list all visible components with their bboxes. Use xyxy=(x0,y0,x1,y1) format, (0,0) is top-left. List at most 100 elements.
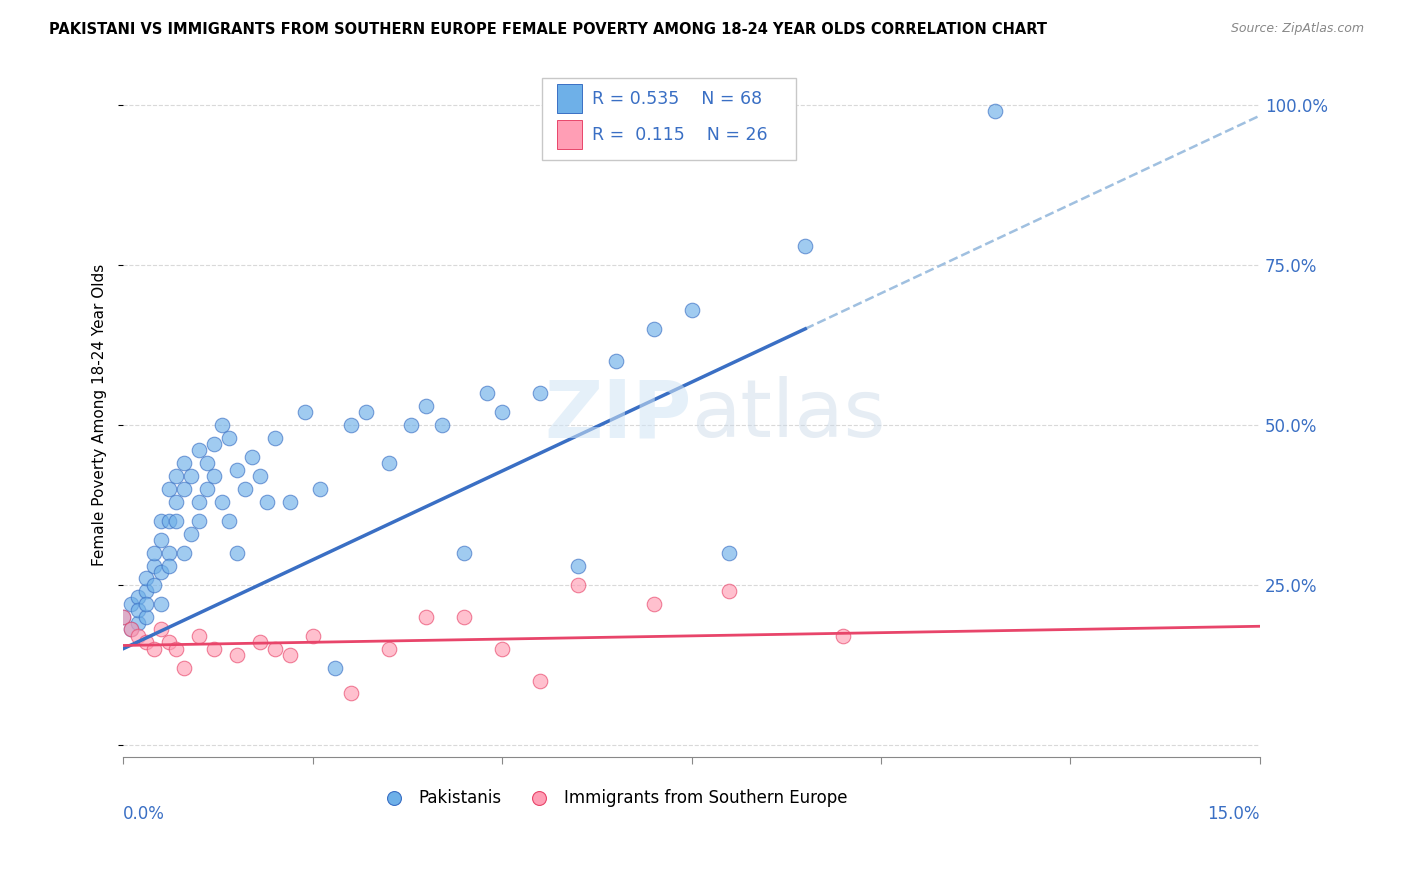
Point xyxy=(127,629,149,643)
Legend: Pakistanis, Immigrants from Southern Europe: Pakistanis, Immigrants from Southern Eur… xyxy=(370,783,853,814)
Point xyxy=(188,494,211,508)
Point xyxy=(249,469,271,483)
Point xyxy=(718,546,741,560)
Point xyxy=(202,641,225,656)
Point xyxy=(263,641,285,656)
Point xyxy=(165,469,187,483)
Point xyxy=(142,577,165,591)
Point xyxy=(643,322,665,336)
Y-axis label: Female Poverty Among 18-24 Year Olds: Female Poverty Among 18-24 Year Olds xyxy=(93,264,107,566)
Point xyxy=(135,635,157,649)
Point xyxy=(226,462,249,476)
Point xyxy=(415,609,437,624)
Point xyxy=(491,641,513,656)
Point xyxy=(180,526,202,541)
Point xyxy=(127,591,149,605)
Point xyxy=(233,482,256,496)
Point xyxy=(718,584,741,599)
Point xyxy=(150,597,173,611)
Point xyxy=(135,597,157,611)
Point xyxy=(188,629,211,643)
Point xyxy=(195,456,218,470)
Point xyxy=(157,546,180,560)
Point xyxy=(165,641,187,656)
Point xyxy=(605,354,627,368)
Point xyxy=(339,417,361,432)
Point xyxy=(491,405,513,419)
Point xyxy=(794,238,817,252)
Point xyxy=(135,571,157,585)
Point xyxy=(142,641,165,656)
Point xyxy=(339,686,361,700)
Point xyxy=(188,443,211,458)
Point xyxy=(157,635,180,649)
Point xyxy=(415,399,437,413)
Point xyxy=(173,546,195,560)
FancyBboxPatch shape xyxy=(541,78,796,160)
Point xyxy=(226,648,249,662)
Text: R =  0.115    N = 26: R = 0.115 N = 26 xyxy=(592,126,768,144)
Point xyxy=(567,558,589,573)
Point xyxy=(263,431,285,445)
Point xyxy=(173,482,195,496)
Text: 0.0%: 0.0% xyxy=(124,805,165,823)
Point xyxy=(150,623,173,637)
Point xyxy=(127,616,149,631)
Point xyxy=(377,456,399,470)
Point xyxy=(278,494,301,508)
Point xyxy=(453,609,475,624)
Point xyxy=(142,546,165,560)
Point xyxy=(173,661,195,675)
Point xyxy=(157,558,180,573)
Point xyxy=(529,385,551,400)
Point xyxy=(294,405,316,419)
Point xyxy=(325,661,347,675)
Point xyxy=(249,635,271,649)
Point xyxy=(112,609,135,624)
Text: PAKISTANI VS IMMIGRANTS FROM SOUTHERN EUROPE FEMALE POVERTY AMONG 18-24 YEAR OLD: PAKISTANI VS IMMIGRANTS FROM SOUTHERN EU… xyxy=(49,22,1047,37)
Point xyxy=(354,405,377,419)
Point xyxy=(165,494,187,508)
Point xyxy=(142,558,165,573)
Point xyxy=(180,469,202,483)
Point xyxy=(832,629,855,643)
Text: atlas: atlas xyxy=(692,376,886,454)
Point xyxy=(188,514,211,528)
Text: 15.0%: 15.0% xyxy=(1208,805,1260,823)
Point xyxy=(120,623,142,637)
Point xyxy=(202,437,225,451)
Point xyxy=(681,302,703,317)
Text: Source: ZipAtlas.com: Source: ZipAtlas.com xyxy=(1230,22,1364,36)
Point xyxy=(453,546,475,560)
Point xyxy=(127,603,149,617)
Point xyxy=(165,514,187,528)
Point xyxy=(157,514,180,528)
Point xyxy=(211,494,233,508)
Point xyxy=(135,584,157,599)
Point xyxy=(150,533,173,547)
Point xyxy=(120,597,142,611)
Point xyxy=(135,609,157,624)
Point xyxy=(218,514,240,528)
Point xyxy=(240,450,263,464)
Text: ZIP: ZIP xyxy=(544,376,692,454)
Point xyxy=(150,514,173,528)
Point xyxy=(377,641,399,656)
FancyBboxPatch shape xyxy=(557,120,582,149)
Point xyxy=(226,546,249,560)
Point xyxy=(309,482,332,496)
Point xyxy=(173,456,195,470)
Point xyxy=(256,494,278,508)
Point xyxy=(211,417,233,432)
Point xyxy=(399,417,422,432)
Point xyxy=(120,623,142,637)
Point xyxy=(202,469,225,483)
Point xyxy=(430,417,453,432)
Point xyxy=(195,482,218,496)
Point xyxy=(475,385,498,400)
Point xyxy=(150,565,173,579)
Point xyxy=(983,104,1005,119)
Point xyxy=(112,609,135,624)
Point xyxy=(301,629,323,643)
Point xyxy=(278,648,301,662)
